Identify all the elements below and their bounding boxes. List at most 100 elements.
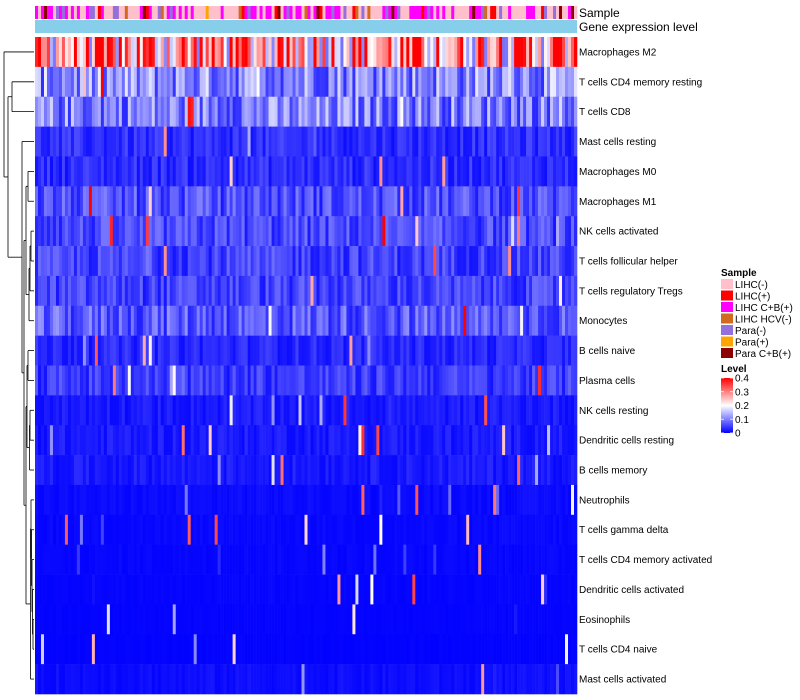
heatmap-cell [175, 156, 180, 187]
heatmap-cell [193, 216, 197, 247]
heatmap-cell [271, 126, 275, 157]
heatmap-cell [253, 66, 257, 98]
heatmap-cell [208, 246, 212, 277]
heatmap-cell [241, 275, 245, 307]
heatmap-cell [358, 514, 362, 545]
heatmap-cell [247, 365, 251, 396]
heatmap-cell [337, 544, 341, 575]
heatmap-cell [97, 126, 102, 157]
heatmap-cell [454, 365, 458, 396]
heatmap-cell [541, 544, 545, 575]
heatmap-cell [466, 395, 470, 426]
heatmap-cell [226, 37, 230, 68]
heatmap-cell [277, 216, 281, 247]
heatmap-cell [367, 246, 371, 277]
heatmap-cell [358, 96, 362, 127]
heatmap-cell [172, 126, 177, 157]
heatmap-cell [505, 216, 509, 247]
heatmap-cell [145, 305, 150, 336]
sample-annotation-cell [163, 6, 168, 19]
heatmap-cell [160, 156, 165, 187]
heatmap-cell [148, 275, 153, 307]
heatmap-cell [82, 664, 87, 695]
heatmap-cell [133, 455, 138, 486]
heatmap-cell [295, 126, 299, 157]
heatmap-cell [499, 544, 503, 575]
heatmap-cell [328, 186, 332, 217]
heatmap-cell [355, 365, 359, 396]
heatmap-cell [58, 275, 63, 307]
heatmap-cell [157, 96, 162, 127]
heatmap-cell [40, 484, 45, 516]
heatmap-cell [262, 395, 266, 426]
heatmap-cell [127, 96, 132, 127]
heatmap-cell [130, 216, 135, 247]
heatmap-cell [418, 604, 422, 635]
heatmap-cell [136, 335, 141, 366]
heatmap-cell [46, 484, 51, 516]
heatmap-cell [232, 246, 236, 277]
heatmap-cell [304, 126, 308, 157]
heatmap-cell [37, 395, 42, 426]
heatmap-cell [499, 66, 503, 98]
heatmap-cell [559, 664, 563, 695]
heatmap-cell [469, 484, 473, 516]
heatmap-cell [490, 604, 494, 635]
heatmap-cell [346, 455, 350, 486]
sample-annotation-cell [370, 6, 374, 19]
heatmap-cell [337, 37, 341, 68]
heatmap-cell [322, 604, 326, 635]
heatmap-cell [376, 574, 380, 605]
heatmap-cell [223, 395, 227, 426]
heatmap-cell [289, 574, 293, 605]
heatmap-cell [391, 604, 395, 635]
heatmap-cell [520, 514, 524, 545]
heatmap-cell [265, 574, 269, 605]
heatmap-cell [400, 455, 404, 486]
heatmap-cell [529, 484, 533, 516]
heatmap-cell [169, 156, 174, 187]
heatmap-cell [502, 186, 506, 217]
heatmap-cell [427, 216, 431, 247]
heatmap-cell [40, 37, 45, 68]
heatmap-cell [109, 395, 114, 426]
heatmap-cell [253, 186, 257, 217]
sample-annotation-cell [277, 6, 281, 19]
heatmap-cell [172, 275, 177, 307]
heatmap-cell [574, 604, 578, 635]
heatmap-cell [115, 574, 120, 605]
heatmap-cell [367, 544, 371, 575]
heatmap-cell [418, 484, 422, 516]
heatmap-cell [529, 126, 533, 157]
heatmap-cell [421, 66, 425, 98]
heatmap-cell [334, 216, 338, 247]
heatmap-cell [502, 216, 506, 247]
heatmap-cell [199, 664, 203, 695]
sample-annotation-cell [517, 6, 521, 19]
heatmap-cell [313, 604, 317, 635]
heatmap-cell [190, 664, 194, 695]
heatmap-cell [175, 305, 180, 336]
heatmap-cell [157, 455, 162, 486]
heatmap-cell [181, 275, 186, 307]
heatmap-cell [178, 455, 183, 486]
heatmap-cell [445, 37, 449, 68]
heatmap-cell [490, 484, 494, 516]
heatmap-cell [226, 156, 230, 187]
heatmap-cell [406, 335, 410, 366]
heatmap-cell [184, 664, 189, 695]
heatmap-cell [391, 37, 395, 68]
row-label: B cells naive [579, 346, 636, 357]
heatmap-cell [478, 604, 482, 635]
heatmap-cell [115, 664, 120, 695]
heatmap-cell [235, 544, 239, 575]
heatmap-cell [184, 246, 189, 277]
heatmap-cell [151, 335, 156, 366]
heatmap-cell [40, 275, 45, 307]
heatmap-cell [484, 544, 488, 575]
heatmap-cell [385, 66, 389, 98]
heatmap-cell [346, 246, 350, 277]
heatmap-cell [559, 514, 563, 545]
heatmap-cell [445, 425, 449, 456]
heatmap-cell [496, 37, 500, 68]
